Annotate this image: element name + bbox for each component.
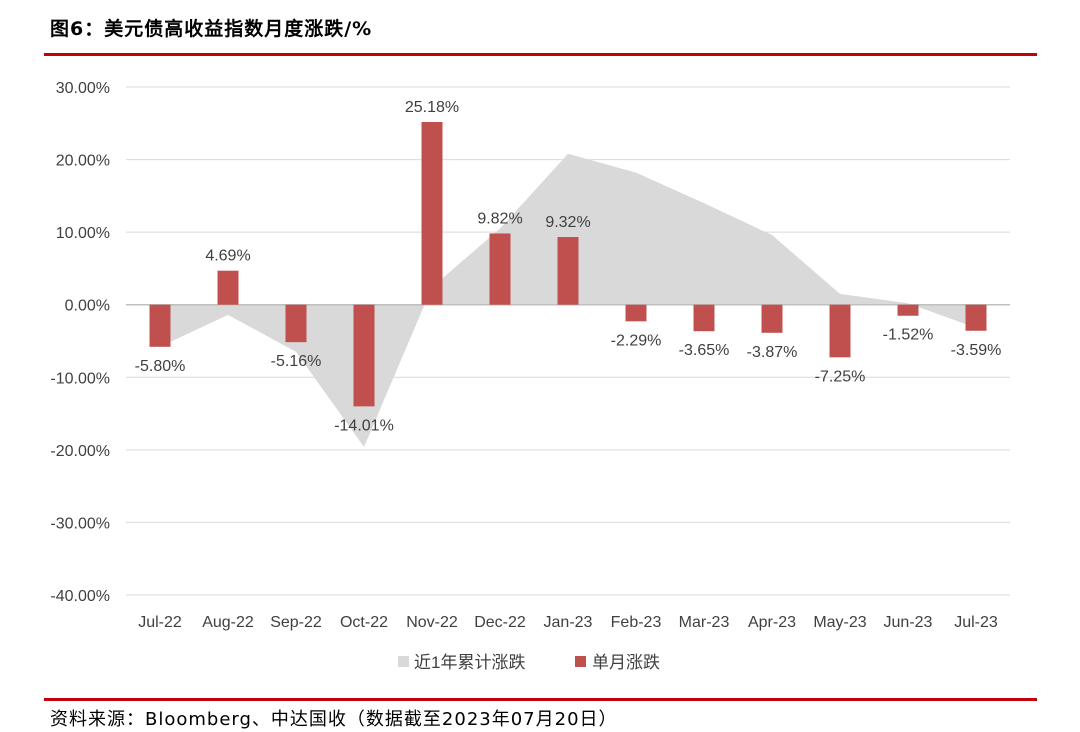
data-label: -3.87%: [747, 344, 798, 361]
data-label: -5.16%: [271, 353, 322, 370]
x-tick-label: Aug-22: [202, 614, 254, 631]
y-tick-label: 20.00%: [56, 153, 110, 170]
y-tick-label: -30.00%: [50, 515, 110, 532]
legend-label-bar: 单月涨跌: [592, 653, 660, 672]
data-label: -7.25%: [815, 368, 866, 385]
data-label: -3.65%: [679, 342, 730, 359]
bar: [489, 233, 511, 305]
top-rule: [44, 53, 1037, 56]
bar: [217, 270, 239, 305]
legend: 近1年累计涨跌 单月涨跌: [398, 653, 660, 672]
source-note: 资料来源：Bloomberg、中达国收（数据截至2023年07月20日）: [50, 709, 618, 730]
bar: [285, 304, 307, 343]
bar: [149, 304, 171, 347]
y-tick-label: -10.00%: [50, 370, 110, 387]
data-label: 9.32%: [545, 214, 590, 231]
data-label-layer: -5.80% 4.69% -5.16% -14.01% 25.18% 9.82% 9.32%…: [135, 99, 1002, 434]
x-tick-label: Jul-23: [954, 614, 998, 631]
data-label: 4.69%: [205, 248, 250, 265]
data-label: -1.52%: [883, 327, 934, 344]
data-label: 25.18%: [405, 99, 459, 116]
y-axis-labels: 30.00% 20.00% 10.00% 0.00% -10.00% -20.00% -30…: [50, 80, 110, 605]
x-tick-label: May-23: [813, 614, 866, 631]
x-tick-label: Dec-22: [474, 614, 526, 631]
bar: [897, 304, 919, 316]
bar: [421, 121, 443, 305]
y-tick-label: -20.00%: [50, 443, 110, 460]
bar: [829, 304, 851, 358]
y-tick-label: 10.00%: [56, 225, 110, 242]
y-tick-label: 30.00%: [56, 80, 110, 97]
x-tick-label: Nov-22: [406, 614, 458, 631]
legend-swatch-area: [398, 656, 409, 667]
bar: [625, 304, 647, 322]
y-tick-label: 0.00%: [65, 298, 110, 315]
data-label: -14.01%: [334, 417, 394, 434]
x-tick-label: Sep-22: [270, 614, 322, 631]
x-axis-labels: Jul-22 Aug-22 Sep-22 Oct-22 Nov-22 Dec-22 Jan-…: [138, 614, 998, 631]
x-tick-label: Oct-22: [340, 614, 388, 631]
bottom-rule: [44, 698, 1037, 701]
bar: [353, 304, 375, 407]
chart: 30.00% 20.00% 10.00% 0.00% -10.00% -20.00% -30…: [50, 80, 1010, 672]
y-tick-label: -40.00%: [50, 588, 110, 605]
bar: [693, 304, 715, 332]
bar: [761, 304, 783, 333]
data-label: 9.82%: [477, 210, 522, 227]
legend-label-area: 近1年累计涨跌: [414, 653, 525, 672]
bar: [557, 237, 579, 305]
bar: [965, 304, 987, 331]
x-tick-label: Apr-23: [748, 614, 796, 631]
x-tick-label: Mar-23: [679, 614, 730, 631]
legend-swatch-bar: [575, 656, 586, 667]
x-tick-label: Jun-23: [884, 614, 933, 631]
figure-title: 图6：美元债高收益指数月度涨跌/%: [50, 18, 373, 40]
x-tick-label: Jul-22: [138, 614, 182, 631]
x-tick-label: Jan-23: [544, 614, 593, 631]
bar-layer: [149, 121, 987, 407]
data-label: -3.59%: [951, 342, 1002, 359]
data-label: -2.29%: [611, 332, 662, 349]
data-label: -5.80%: [135, 358, 186, 375]
x-tick-label: Feb-23: [611, 614, 662, 631]
